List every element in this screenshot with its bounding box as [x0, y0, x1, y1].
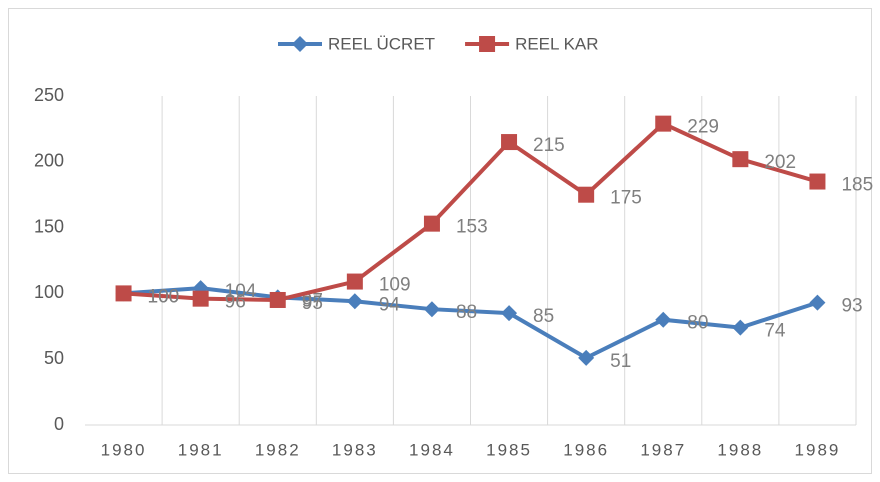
y-tick-label: 100	[34, 282, 64, 302]
x-tick-label: 1982	[255, 440, 301, 459]
y-tick-label: 0	[54, 414, 64, 434]
x-tick-label: 1987	[640, 440, 686, 459]
data-label: 100	[148, 286, 180, 307]
point-marker	[501, 134, 518, 151]
data-label: 153	[456, 217, 488, 238]
point-marker	[346, 293, 363, 310]
series-line	[123, 286, 819, 361]
point-marker	[655, 115, 672, 132]
point-marker	[809, 173, 826, 190]
data-label: 95	[302, 293, 323, 314]
point-marker	[578, 186, 595, 203]
series-line	[123, 121, 819, 302]
data-label: 93	[841, 296, 862, 317]
x-tick-label: 1981	[178, 440, 224, 459]
x-tick-label: 1983	[332, 440, 378, 459]
y-tick-label: 200	[34, 151, 64, 171]
point-marker	[809, 294, 826, 311]
data-label: 202	[764, 152, 796, 173]
data-label: 94	[379, 294, 401, 315]
data-label: 185	[841, 175, 873, 196]
point-marker	[423, 301, 440, 318]
chart-frame	[8, 8, 872, 474]
point-marker	[115, 285, 132, 302]
point-marker	[192, 290, 209, 307]
x-tick-label: 1985	[486, 440, 532, 459]
legend-label: REEL ÜCRET	[328, 34, 435, 53]
y-tick-label: 250	[34, 85, 64, 105]
data-label: 109	[379, 275, 411, 296]
data-label: 104	[225, 281, 257, 302]
x-tick-label: 1986	[563, 440, 609, 459]
data-label: 175	[610, 188, 642, 209]
data-label: 97	[302, 290, 323, 311]
point-marker	[655, 311, 672, 328]
point-marker	[423, 215, 440, 232]
point-marker	[732, 151, 749, 168]
y-tick-label: 50	[44, 348, 64, 368]
point-marker	[346, 273, 363, 290]
point-marker	[501, 305, 518, 322]
data-label: 51	[610, 351, 631, 372]
data-label: 88	[456, 302, 477, 323]
legend-label: REEL KAR	[515, 34, 598, 53]
x-tick-label: 1984	[409, 440, 455, 459]
y-tick-label: 150	[34, 216, 64, 236]
x-tick-label: 1989	[795, 440, 841, 459]
point-marker	[578, 349, 595, 366]
data-label: 85	[533, 306, 554, 327]
data-label: 215	[533, 135, 565, 156]
x-tick-label: 1988	[717, 440, 763, 459]
data-label: 229	[687, 117, 719, 138]
data-label: 74	[764, 321, 786, 342]
legend-marker	[292, 36, 308, 52]
legend-marker	[479, 36, 496, 52]
x-tick-label: 1980	[101, 440, 147, 459]
data-label: 96	[225, 292, 246, 313]
point-marker	[269, 291, 286, 308]
data-label: 80	[687, 313, 708, 334]
point-marker	[732, 319, 749, 336]
